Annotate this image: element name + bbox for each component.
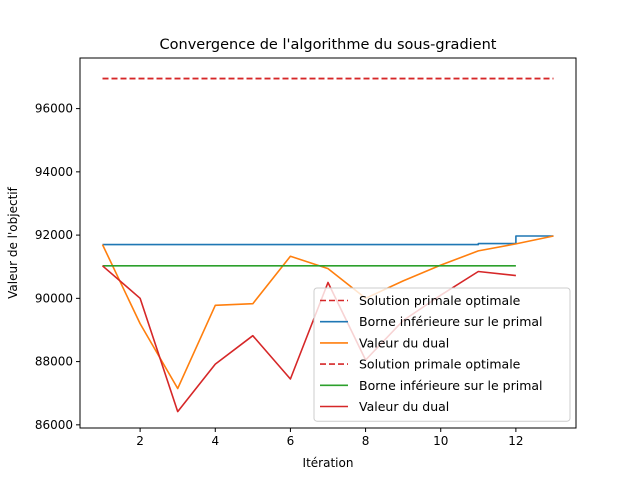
legend: Solution primale optimale Borne inférieur… bbox=[313, 287, 571, 422]
x-tick-label: 12 bbox=[508, 434, 523, 448]
y-tick-label: 92000 bbox=[35, 228, 73, 242]
x-axis: 2 4 6 8 10 12 bbox=[136, 428, 524, 448]
y-tick-label: 88000 bbox=[35, 355, 73, 369]
legend-label: Borne inférieure sur le primal bbox=[359, 378, 543, 393]
y-axis-label: Valeur de l'objectif bbox=[6, 186, 20, 298]
y-axis: 86000 88000 90000 92000 94000 96000 bbox=[35, 102, 80, 432]
legend-label: Solution primale optimale bbox=[359, 293, 521, 308]
x-tick-label: 4 bbox=[211, 434, 219, 448]
legend-label: Solution primale optimale bbox=[359, 357, 521, 372]
y-tick-label: 86000 bbox=[35, 418, 73, 432]
series-line-2 bbox=[102, 235, 554, 246]
legend-box bbox=[313, 287, 571, 422]
y-tick-label: 90000 bbox=[35, 291, 73, 305]
legend-label: Borne inférieure sur le primal bbox=[359, 314, 543, 329]
chart-title: Convergence de l'algorithme du sous-grad… bbox=[160, 37, 497, 53]
plot-frame bbox=[79, 57, 577, 429]
x-tick-label: 10 bbox=[433, 434, 448, 448]
series-line-3 bbox=[101, 235, 554, 390]
y-tick-label: 94000 bbox=[35, 165, 73, 179]
y-tick-label: 96000 bbox=[35, 102, 73, 116]
x-tick-label: 8 bbox=[362, 434, 370, 448]
legend-label: Valeur du dual bbox=[359, 399, 449, 414]
x-tick-label: 2 bbox=[136, 434, 144, 448]
x-axis-label: Itération bbox=[303, 456, 354, 470]
legend-label: Valeur du dual bbox=[359, 335, 449, 350]
x-tick-label: 6 bbox=[287, 434, 295, 448]
plot-series bbox=[101, 77, 554, 413]
